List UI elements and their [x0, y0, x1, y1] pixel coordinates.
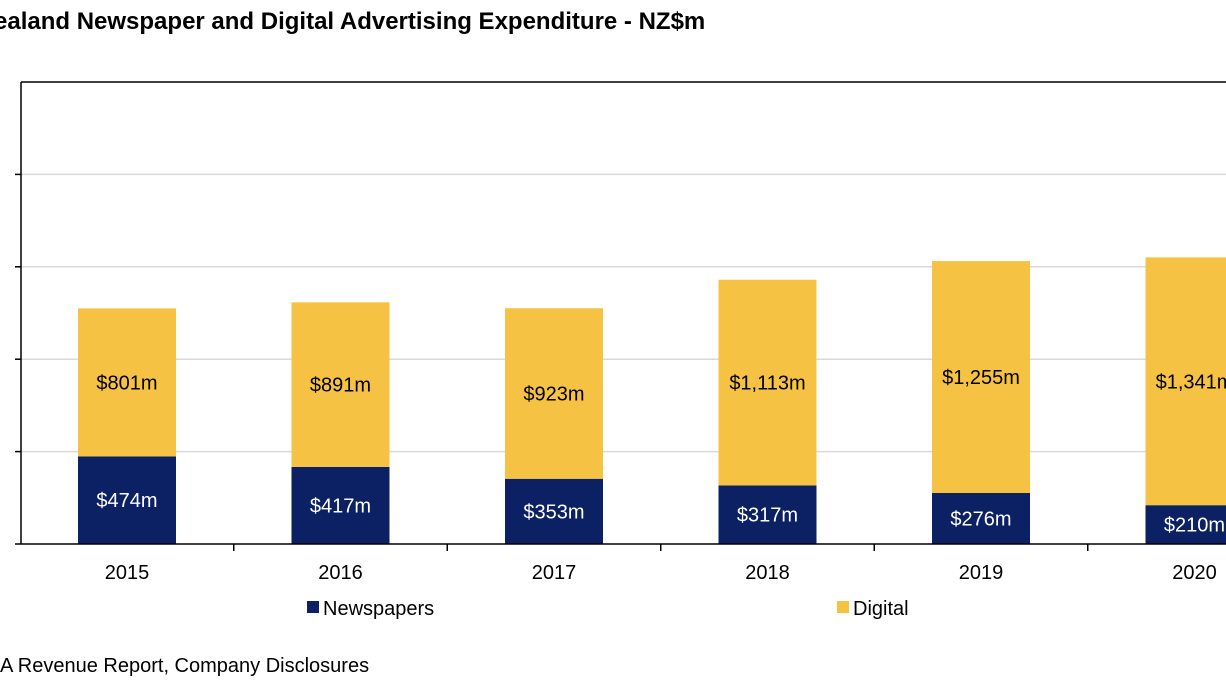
bar-newspapers-2015: [78, 456, 176, 544]
data-label-digital: $1,341m: [1156, 371, 1226, 393]
legend-newspapers-label: Newspapers: [323, 598, 434, 620]
bar-newspapers-2020: [1145, 505, 1226, 544]
legend-digital-swatch: [837, 601, 849, 613]
bars: [78, 257, 1226, 544]
data-label-digital: $923m: [523, 383, 584, 405]
bar-digital-2015: [78, 308, 176, 457]
data-label-digital: $1,113m: [729, 373, 805, 395]
bar-digital-2017: [505, 308, 603, 479]
data-label-newspapers: $417m: [310, 495, 371, 517]
bar-digital-2019: [932, 261, 1030, 493]
x-tick-label: 2020: [1172, 562, 1217, 584]
data-labels: $474m $801m $417m $891m $353m $923m $317m $1,11…: [96, 367, 1226, 537]
bar-newspapers-2018: [718, 485, 817, 544]
x-tick-label: 2017: [532, 562, 577, 584]
data-label-digital: $801m: [96, 372, 157, 394]
bar-digital-2016: [291, 302, 390, 467]
source-note: A Revenue Report, Company Disclosures: [0, 655, 370, 677]
x-tick-label: 2019: [959, 562, 1004, 584]
legend: Newspapers Digital: [307, 598, 909, 620]
bar-digital-2018: [718, 279, 817, 486]
data-label-newspapers: $210m: [1164, 515, 1225, 537]
bar-digital-2020: [1145, 257, 1226, 506]
x-tick-label: 2016: [318, 562, 363, 584]
bar-newspapers-2019: [932, 492, 1030, 544]
legend-digital-label: Digital: [853, 598, 909, 620]
data-label-newspapers: $317m: [737, 505, 798, 527]
data-label-newspapers: $353m: [523, 501, 584, 523]
data-label-newspapers: $474m: [96, 490, 157, 512]
x-tick-label: 2015: [105, 562, 150, 584]
x-tick-label: 2018: [745, 562, 790, 584]
data-label-digital: $1,255m: [942, 367, 1020, 389]
bar-newspapers-2016: [291, 466, 390, 544]
bar-newspapers-2017: [505, 478, 603, 544]
chart-title: ealand Newspaper and Digital Advertising…: [0, 8, 706, 35]
legend-newspapers-swatch: [307, 601, 319, 613]
gridlines: [21, 173, 1226, 453]
data-label-digital: $891m: [310, 375, 371, 397]
axes: 2015 2016 2017 2018 2019 2020: [15, 81, 1226, 584]
data-label-newspapers: $276m: [950, 508, 1011, 530]
